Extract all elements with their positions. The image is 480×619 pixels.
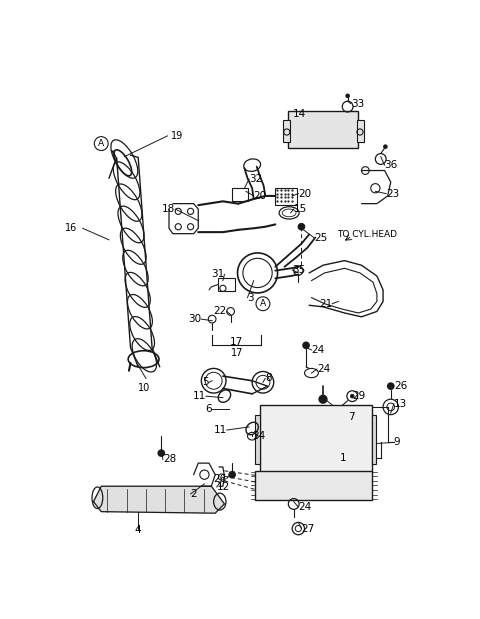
Text: 16: 16 xyxy=(65,223,77,233)
Text: 20: 20 xyxy=(299,189,312,199)
Text: 26: 26 xyxy=(394,381,407,391)
Text: 24: 24 xyxy=(317,364,330,374)
Bar xyxy=(255,471,372,500)
Text: 2: 2 xyxy=(191,489,197,499)
Text: 17: 17 xyxy=(230,337,243,347)
Text: 30: 30 xyxy=(188,314,201,324)
Text: 11: 11 xyxy=(192,391,206,401)
Text: 8: 8 xyxy=(265,373,272,383)
Circle shape xyxy=(298,223,305,231)
Text: 29: 29 xyxy=(352,391,365,401)
Text: 32: 32 xyxy=(249,174,263,184)
Text: 14: 14 xyxy=(293,110,306,119)
Circle shape xyxy=(157,449,165,457)
Text: A: A xyxy=(98,139,104,148)
Text: 33: 33 xyxy=(351,98,364,108)
Bar xyxy=(218,279,235,291)
Circle shape xyxy=(318,394,328,404)
Bar xyxy=(283,121,290,142)
Text: 18: 18 xyxy=(162,204,175,214)
Circle shape xyxy=(345,93,350,98)
Bar xyxy=(357,121,364,142)
Text: 5: 5 xyxy=(203,377,209,387)
Text: 28: 28 xyxy=(163,454,176,464)
Text: 24: 24 xyxy=(312,345,324,355)
Text: 17: 17 xyxy=(230,348,243,358)
Bar xyxy=(288,111,358,148)
Bar xyxy=(372,415,376,464)
Text: 31: 31 xyxy=(211,269,225,280)
Text: 26: 26 xyxy=(214,474,227,483)
Text: 9: 9 xyxy=(394,438,400,448)
Text: 19: 19 xyxy=(170,131,183,141)
Polygon shape xyxy=(94,487,225,513)
Text: A: A xyxy=(260,299,266,308)
Text: 10: 10 xyxy=(138,383,151,394)
Text: 23: 23 xyxy=(386,189,399,199)
Circle shape xyxy=(387,383,395,390)
Bar xyxy=(260,405,372,473)
Text: 35: 35 xyxy=(292,265,305,275)
Text: 12: 12 xyxy=(217,482,230,492)
Text: 21: 21 xyxy=(319,299,332,309)
Circle shape xyxy=(302,342,310,349)
Text: 25: 25 xyxy=(314,233,327,243)
Text: 15: 15 xyxy=(294,204,307,214)
Text: 27: 27 xyxy=(301,524,315,534)
Circle shape xyxy=(350,394,355,399)
Text: 24: 24 xyxy=(299,502,312,512)
Text: 36: 36 xyxy=(384,160,398,170)
Bar xyxy=(275,188,297,205)
Text: TO CYL.HEAD: TO CYL.HEAD xyxy=(337,230,397,239)
Circle shape xyxy=(383,144,388,149)
Text: 1: 1 xyxy=(340,452,347,463)
Text: 6: 6 xyxy=(205,404,212,414)
Text: 20: 20 xyxy=(254,191,267,201)
Text: 22: 22 xyxy=(214,306,227,316)
Bar xyxy=(232,188,248,201)
Bar xyxy=(255,415,260,464)
Text: 13: 13 xyxy=(394,399,407,409)
Circle shape xyxy=(228,471,236,478)
Text: 11: 11 xyxy=(214,425,227,435)
Text: 7: 7 xyxy=(348,412,354,422)
Text: 34: 34 xyxy=(252,431,265,441)
Text: 4: 4 xyxy=(135,525,142,535)
Text: 3: 3 xyxy=(248,293,254,303)
